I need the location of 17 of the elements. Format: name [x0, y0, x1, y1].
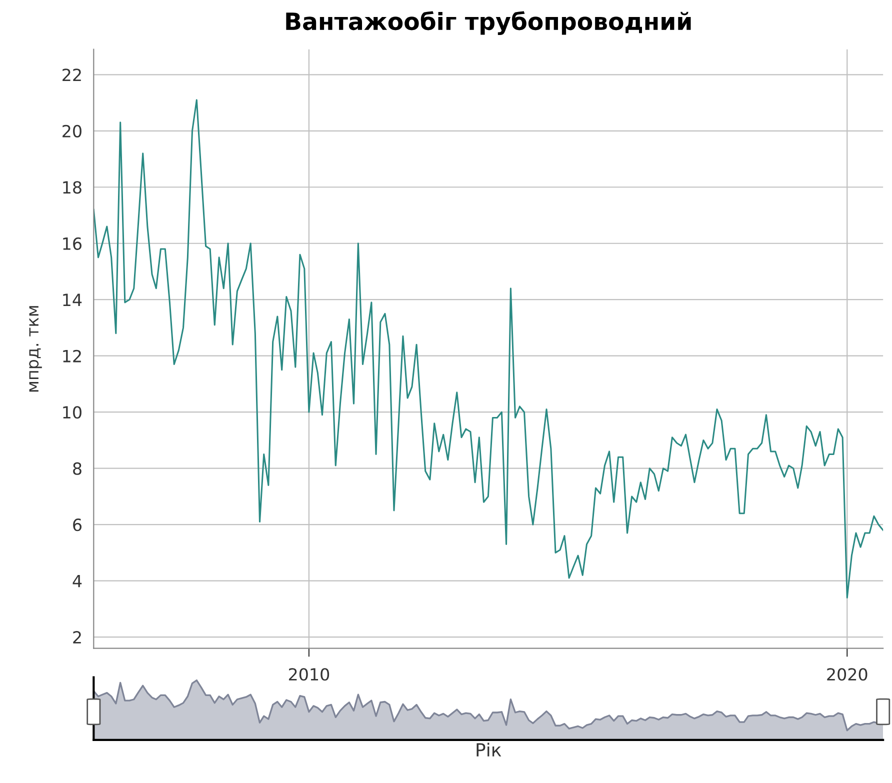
x-tick-label: 2020 — [827, 668, 868, 681]
y-tick-label: 18 — [63, 181, 82, 194]
x-axis-title: Рік — [476, 742, 502, 756]
y-tick-label: 22 — [62, 68, 81, 81]
y-tick-label: 20 — [62, 124, 82, 138]
y-tick-label: 2 — [73, 631, 81, 644]
y-tick-label: 16 — [63, 237, 82, 250]
line-series — [94, 99, 884, 598]
y-tick-label: 4 — [72, 575, 82, 588]
y-tick-label: 12 — [63, 350, 81, 362]
chart-title: Вантажообіг трубопроводний — [286, 11, 691, 35]
y-axis-title: мпрд. ткм — [29, 306, 42, 392]
y-tick-label: 8 — [73, 462, 82, 475]
y-tick-label: 10 — [63, 406, 82, 419]
x-tick-label: 2010 — [288, 668, 330, 681]
y-tick-label: 14 — [63, 294, 82, 306]
y-tick-label: 6 — [73, 518, 82, 532]
